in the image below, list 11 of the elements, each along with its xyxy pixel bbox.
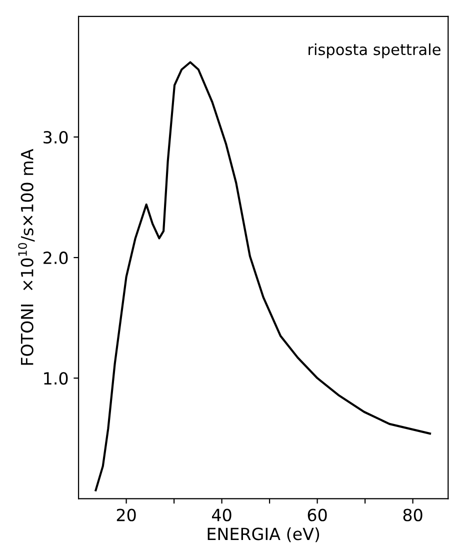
x-tick-label: 80 bbox=[403, 508, 422, 522]
annotation: risposta spettrale bbox=[308, 43, 440, 58]
y-tick-label: 2.0 bbox=[44, 252, 68, 264]
y-axis-title: FOTONI ×10$^{10}$/s×100 mA bbox=[18, 148, 35, 365]
x-tick-label: 20 bbox=[116, 508, 136, 522]
x-axis-title: ENERGIA (eV) bbox=[208, 527, 320, 542]
y-tick-label: 1.0 bbox=[44, 372, 68, 385]
x-tick-label: 60 bbox=[308, 508, 327, 522]
x-tick-label: 40 bbox=[212, 508, 232, 522]
line-series bbox=[94, 61, 432, 492]
y-tick-label: 3.0 bbox=[44, 130, 68, 144]
